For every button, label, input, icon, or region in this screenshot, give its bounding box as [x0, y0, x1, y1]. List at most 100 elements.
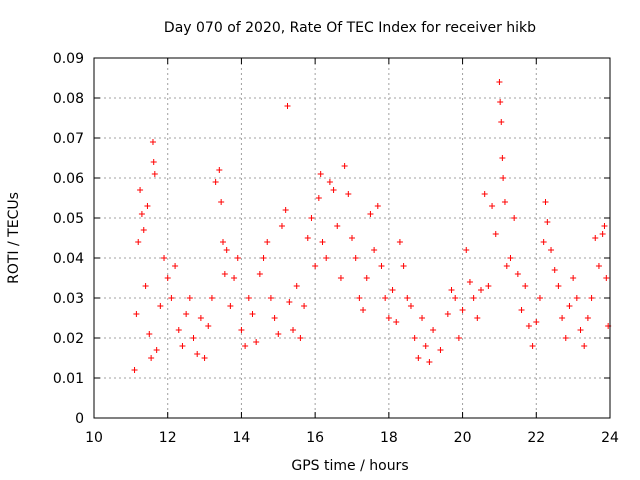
data-point: [382, 295, 389, 301]
data-point: [470, 295, 477, 301]
data-point: [249, 311, 256, 317]
data-point: [393, 319, 400, 325]
data-point: [312, 263, 319, 269]
y-tick-label: 0.02: [53, 331, 84, 347]
data-point: [500, 175, 507, 181]
data-point: [540, 239, 547, 245]
data-point: [142, 283, 149, 289]
data-point: [522, 283, 529, 289]
data-point: [389, 287, 396, 293]
x-tick-label: 14: [233, 430, 251, 446]
data-point: [448, 287, 455, 293]
y-tick-label: 0: [75, 411, 84, 427]
data-point: [238, 327, 245, 333]
data-point: [349, 235, 355, 241]
data-point: [290, 327, 297, 333]
data-point: [444, 311, 451, 317]
y-tick-label: 0.01: [53, 371, 84, 387]
x-tick-label: 18: [380, 430, 398, 446]
data-point: [231, 275, 238, 281]
x-tick-label: 20: [454, 430, 472, 446]
data-point: [551, 267, 558, 273]
y-tick-label: 0.09: [53, 51, 84, 67]
data-point: [437, 347, 444, 353]
data-point: [234, 255, 241, 261]
data-point: [334, 223, 341, 229]
data-point: [194, 351, 201, 357]
data-point: [415, 355, 422, 361]
data-point: [301, 303, 308, 309]
x-tick-label: 12: [159, 430, 177, 446]
data-point: [164, 275, 171, 281]
data-point: [581, 343, 588, 349]
data-point: [426, 359, 433, 365]
data-point: [360, 307, 367, 313]
data-point: [190, 335, 197, 341]
data-point: [422, 343, 429, 349]
data-point: [341, 163, 348, 169]
data-point: [253, 339, 260, 345]
data-point: [555, 283, 562, 289]
data-point: [319, 239, 326, 245]
data-point: [218, 199, 225, 205]
data-point: [514, 271, 521, 277]
data-point: [186, 295, 193, 301]
y-tick-label: 0.08: [53, 91, 84, 107]
data-point: [197, 315, 204, 321]
data-point: [459, 307, 466, 313]
data-point: [330, 187, 337, 193]
data-point: [452, 295, 459, 301]
data-point: [150, 159, 157, 165]
data-point: [293, 283, 300, 289]
data-point: [304, 235, 311, 241]
data-point: [385, 315, 392, 321]
data-point: [175, 327, 182, 333]
data-point: [548, 247, 555, 253]
data-point: [573, 295, 580, 301]
data-point: [256, 271, 263, 277]
data-point: [570, 275, 577, 281]
data-point: [503, 263, 510, 269]
data-point: [220, 239, 226, 245]
data-point: [157, 303, 164, 309]
data-point: [507, 255, 514, 261]
data-point: [511, 215, 518, 221]
data-point: [374, 203, 381, 209]
data-points: [131, 79, 612, 373]
data-point: [264, 239, 271, 245]
data-point: [559, 315, 566, 321]
data-point: [396, 239, 403, 245]
data-point: [286, 299, 293, 305]
data-point: [337, 275, 344, 281]
y-tick-label: 0.04: [53, 251, 84, 267]
data-point: [151, 171, 158, 177]
y-tick-label: 0.07: [53, 131, 84, 147]
data-point: [227, 303, 234, 309]
data-point: [430, 327, 437, 333]
data-point: [466, 279, 473, 285]
data-point: [135, 239, 142, 245]
data-point: [400, 263, 407, 269]
data-point: [542, 199, 549, 205]
data-point: [140, 227, 147, 233]
x-axis-label: GPS time / hours: [291, 458, 408, 474]
data-point: [577, 327, 584, 333]
data-point: [599, 231, 606, 237]
data-point: [323, 255, 330, 261]
data-point: [411, 335, 418, 341]
x-tick-label: 24: [601, 430, 619, 446]
data-point: [518, 307, 525, 313]
plot-frame: [93, 57, 611, 419]
data-point: [407, 303, 414, 309]
x-tick-label: 22: [527, 430, 545, 446]
data-point: [242, 343, 249, 349]
data-point: [525, 323, 532, 329]
data-point: [501, 199, 508, 205]
data-point: [497, 99, 504, 105]
data-point: [133, 311, 140, 317]
y-tick-label: 0.06: [53, 171, 84, 187]
data-point: [496, 79, 503, 85]
data-point: [172, 263, 179, 269]
data-point: [595, 263, 602, 269]
